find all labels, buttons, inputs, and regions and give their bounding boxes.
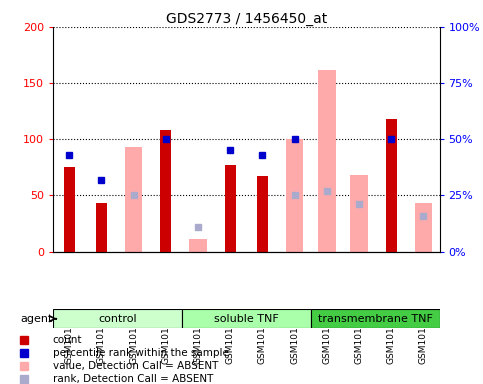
Bar xyxy=(225,165,236,252)
Text: percentile rank within the sample: percentile rank within the sample xyxy=(53,348,228,358)
Text: soluble TNF: soluble TNF xyxy=(214,314,279,324)
Text: GSM101402: GSM101402 xyxy=(355,309,364,364)
Text: value, Detection Call = ABSENT: value, Detection Call = ABSENT xyxy=(53,361,218,371)
Bar xyxy=(64,167,75,252)
Bar xyxy=(286,139,303,252)
Text: GSM101403: GSM101403 xyxy=(387,309,396,364)
Text: GSM101401: GSM101401 xyxy=(322,309,331,364)
Text: GSM101400: GSM101400 xyxy=(161,309,170,364)
Text: GSM101405: GSM101405 xyxy=(194,309,202,364)
Bar xyxy=(385,119,397,252)
Text: GSM101404: GSM101404 xyxy=(419,309,428,364)
Text: control: control xyxy=(98,314,137,324)
Text: GSM101406: GSM101406 xyxy=(226,309,235,364)
Bar xyxy=(189,239,207,252)
Text: rank, Detection Call = ABSENT: rank, Detection Call = ABSENT xyxy=(53,374,213,384)
Bar xyxy=(182,309,311,328)
Bar xyxy=(125,147,142,252)
Text: GSM101399: GSM101399 xyxy=(129,309,138,364)
Text: count: count xyxy=(53,335,82,345)
Text: transmembrane TNF: transmembrane TNF xyxy=(318,314,433,324)
Bar xyxy=(318,70,336,252)
Title: GDS2773 / 1456450_at: GDS2773 / 1456450_at xyxy=(166,12,327,26)
Bar xyxy=(96,203,107,252)
Text: GSM101398: GSM101398 xyxy=(97,309,106,364)
Text: GSM101407: GSM101407 xyxy=(258,309,267,364)
Bar xyxy=(350,175,368,252)
Bar xyxy=(414,203,432,252)
Bar xyxy=(53,309,182,328)
Bar xyxy=(257,176,268,252)
Text: GSM101397: GSM101397 xyxy=(65,309,74,364)
Bar xyxy=(160,130,171,252)
Text: GSM101408: GSM101408 xyxy=(290,309,299,364)
Text: agent: agent xyxy=(21,314,53,324)
Bar xyxy=(311,309,440,328)
